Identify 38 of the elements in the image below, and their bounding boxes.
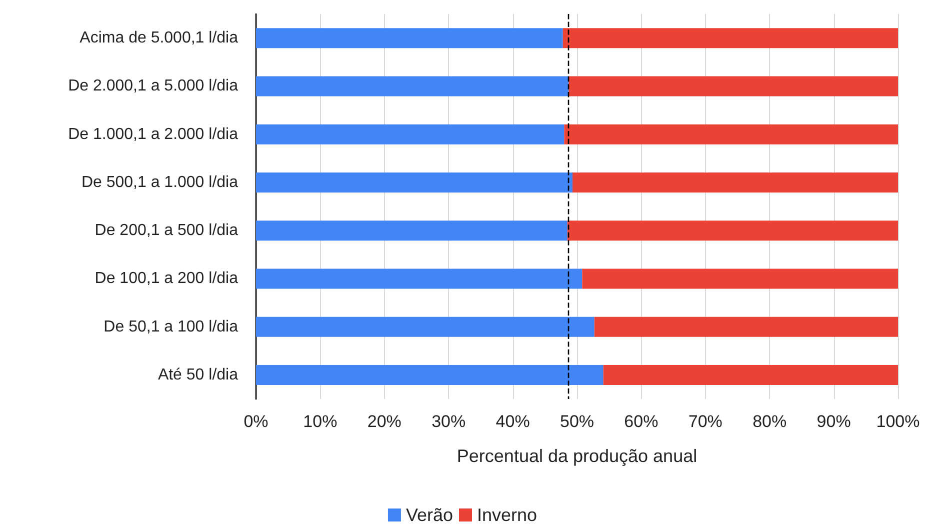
y-tick-label: Até 50 l/dia (158, 366, 238, 384)
x-axis-title: Percentual da produção anual (456, 446, 698, 466)
bar (603, 364, 898, 385)
bar (568, 76, 898, 96)
bar (256, 316, 594, 337)
x-tick-label: 90% (816, 412, 851, 431)
bar (256, 172, 573, 192)
x-tick-label: 50% (560, 412, 594, 431)
legend-label: Inverno (477, 505, 538, 525)
x-tick-label: 80% (752, 412, 787, 431)
x-tick-label: 30% (432, 412, 466, 431)
bar (256, 124, 564, 144)
bar (572, 172, 898, 192)
y-tick-label: De 500,1 a 1.000 l/dia (81, 174, 238, 191)
bar (567, 220, 898, 241)
x-tick-label: 10% (303, 412, 338, 431)
legend-label: Verão (406, 505, 454, 525)
y-tick-label: De 100,1 a 200 l/dia (94, 270, 238, 288)
x-tick-label: 70% (688, 412, 722, 431)
bar (256, 220, 568, 241)
bar (256, 28, 563, 48)
bar (564, 124, 898, 144)
y-tick-label: De 50,1 a 100 l/dia (104, 318, 238, 336)
bar (582, 268, 898, 289)
y-tick-label: De 2.000,1 a 5.000 l/dia (68, 78, 238, 95)
y-tick-label: De 200,1 a 500 l/dia (94, 222, 238, 240)
bar (256, 76, 569, 96)
bar (562, 28, 898, 48)
bar (256, 268, 582, 289)
bar (594, 316, 898, 337)
x-tick-label: 0% (244, 412, 268, 431)
x-tick-label: 40% (496, 412, 530, 431)
bar (256, 364, 604, 385)
x-tick-label: 60% (624, 412, 658, 431)
x-tick-label: 20% (367, 412, 402, 431)
y-tick-label: De 1.000,1 a 2.000 l/dia (68, 126, 238, 143)
x-tick-label: 100% (876, 412, 920, 431)
y-tick-label: Acima de 5.000,1 l/dia (80, 30, 238, 47)
